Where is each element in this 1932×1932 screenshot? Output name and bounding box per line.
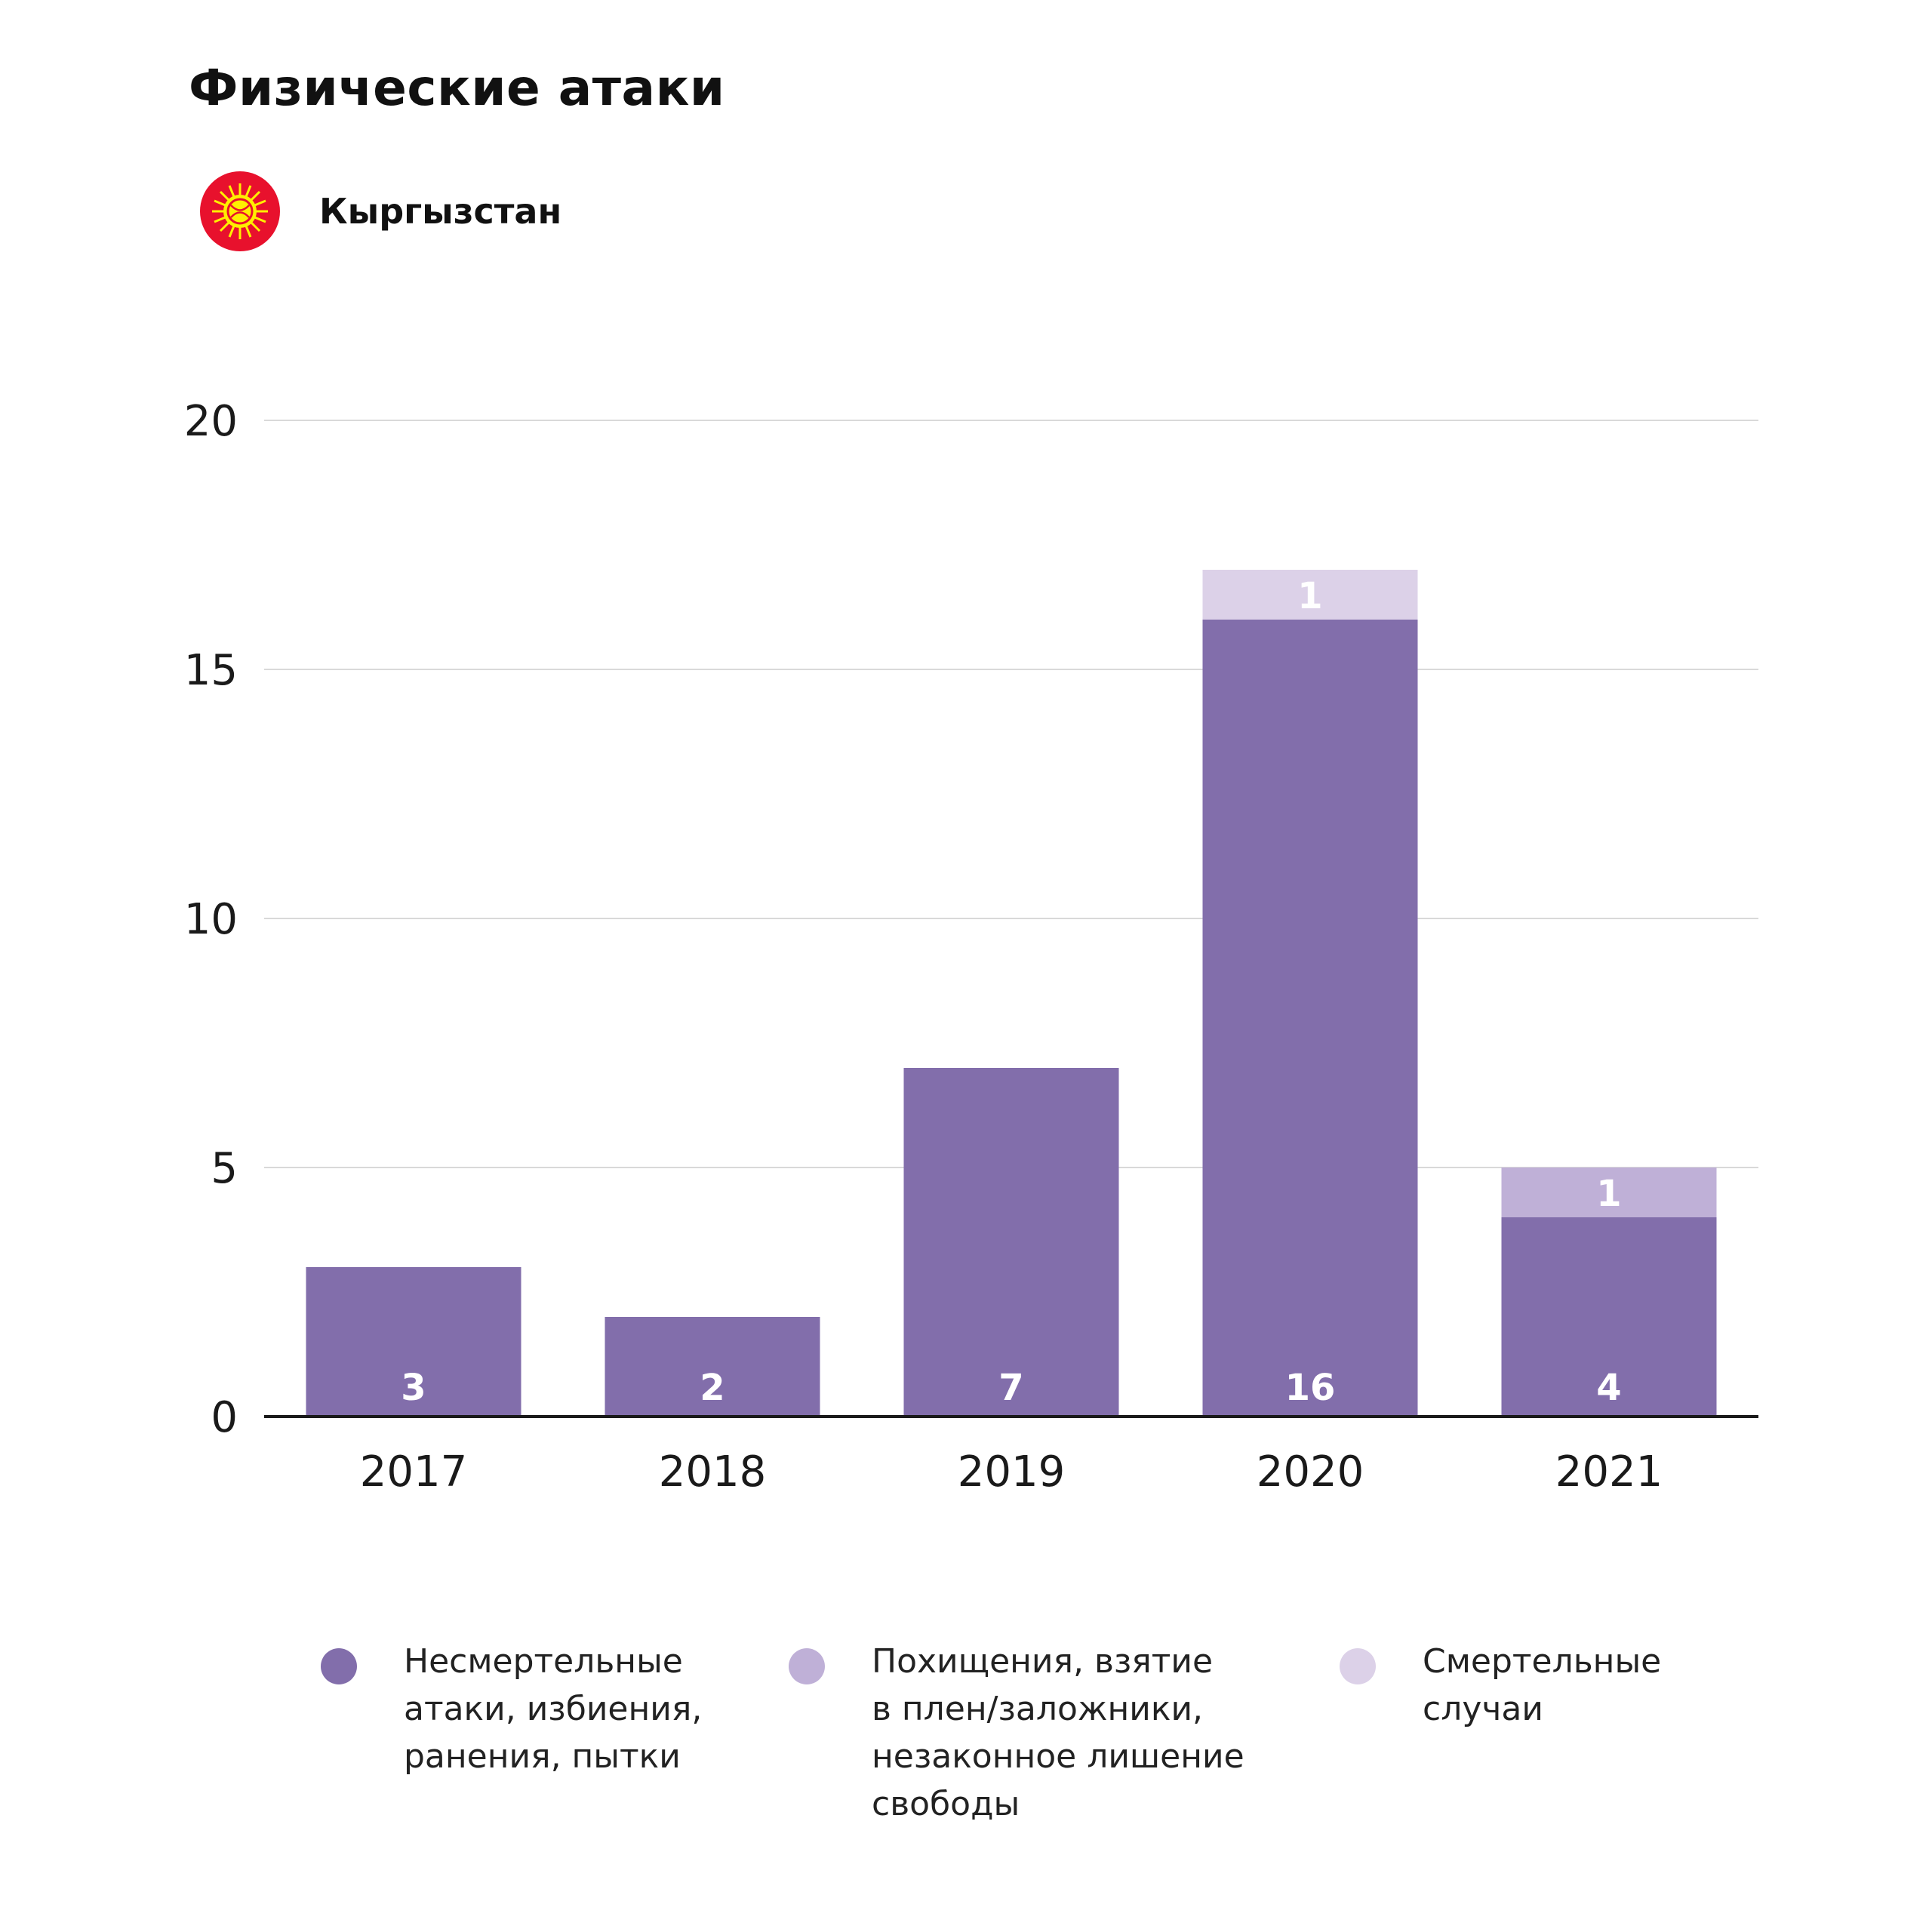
bars bbox=[306, 570, 1717, 1417]
country-header: Кыргызстан bbox=[200, 170, 561, 253]
y-tick-label: 5 bbox=[211, 1144, 238, 1193]
bar-value-label: 2 bbox=[700, 1367, 724, 1409]
bar-value-label: 16 bbox=[1285, 1367, 1336, 1409]
x-tick-label: 2019 bbox=[958, 1447, 1066, 1497]
legend-label-kidnapping: Похищения, взятие в плен/заложники, неза… bbox=[872, 1642, 1244, 1823]
legend-item-fatal: Смертельные случаи bbox=[1340, 1638, 1661, 1733]
bar-value-labels: 3 2 7 16 1 4 1 bbox=[401, 575, 1621, 1409]
bar-segment-non-lethal bbox=[903, 1068, 1119, 1417]
legend-item-non-lethal: Несмертельные атаки, избиения, ранения, … bbox=[321, 1638, 702, 1780]
x-tick-label: 2017 bbox=[360, 1447, 468, 1497]
legend-label-non-lethal: Несмертельные атаки, избиения, ранения, … bbox=[404, 1642, 703, 1776]
axes: 0 5 10 15 20 2017 2018 2019 2020 2021 bbox=[184, 397, 1758, 1497]
x-tick-label: 2021 bbox=[1555, 1447, 1663, 1497]
legend-item-kidnapping: Похищения, взятие в плен/заложники, неза… bbox=[789, 1638, 1244, 1828]
bar-segment-kidnapping bbox=[1501, 1168, 1717, 1217]
x-tick-label: 2018 bbox=[659, 1447, 767, 1497]
country-name: Кыргызстан bbox=[319, 191, 562, 232]
y-tick-label: 15 bbox=[184, 646, 238, 695]
bar-segment-non-lethal bbox=[306, 1267, 521, 1417]
legend-swatch-kidnapping bbox=[789, 1648, 825, 1684]
legend-label-fatal: Смертельные случаи bbox=[1423, 1642, 1662, 1728]
bar-segment-non-lethal bbox=[1202, 620, 1418, 1417]
x-tick-label: 2020 bbox=[1257, 1447, 1364, 1497]
stacked-bar-chart: 3 2 7 16 1 4 1 0 5 10 15 20 2017 2018 2019 2020 2021 bbox=[184, 397, 1758, 1497]
bar-value-label: 3 bbox=[401, 1367, 426, 1409]
chart-title: Физические атаки bbox=[189, 59, 725, 117]
legend: Несмертельные атаки, избиения, ранения, … bbox=[0, 1638, 1932, 1864]
bar-value-label: 7 bbox=[998, 1367, 1023, 1409]
bar-value-label: 1 bbox=[1596, 1173, 1621, 1215]
bar-segment-fatal bbox=[1202, 570, 1418, 620]
legend-swatch-non-lethal bbox=[321, 1648, 357, 1684]
y-tick-label: 20 bbox=[184, 397, 238, 446]
bar-segment-non-lethal bbox=[1501, 1217, 1717, 1417]
y-tick-label: 0 bbox=[211, 1393, 238, 1442]
kyrgyzstan-flag-icon bbox=[200, 171, 280, 251]
y-tick-label: 10 bbox=[184, 895, 238, 944]
bar-value-label: 1 bbox=[1297, 575, 1322, 617]
bar-segment-non-lethal bbox=[605, 1317, 820, 1417]
legend-swatch-fatal bbox=[1340, 1648, 1376, 1684]
bar-value-label: 4 bbox=[1596, 1367, 1621, 1409]
grid-lines bbox=[264, 420, 1758, 1168]
